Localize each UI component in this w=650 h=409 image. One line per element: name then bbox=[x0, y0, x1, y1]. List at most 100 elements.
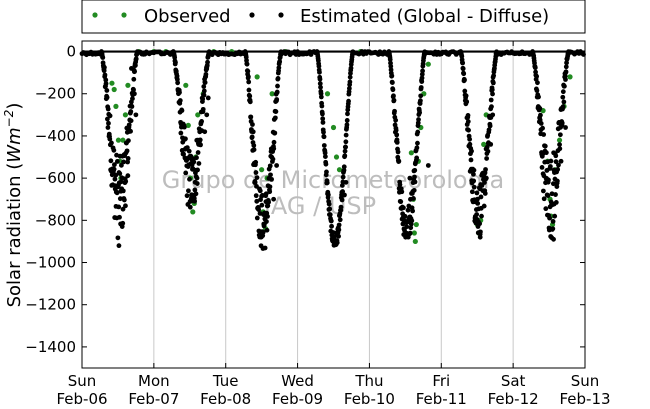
estimated-point bbox=[205, 59, 210, 65]
estimated-point bbox=[412, 167, 418, 173]
estimated-point bbox=[395, 149, 401, 155]
estimated-point bbox=[388, 63, 394, 69]
estimated-point bbox=[346, 86, 352, 91]
estimated-point bbox=[277, 59, 283, 64]
vertical-grid bbox=[153, 41, 514, 368]
x-tick-label-date: Feb-12 bbox=[488, 390, 539, 408]
estimated-point bbox=[541, 132, 547, 137]
estimated-point bbox=[547, 215, 552, 221]
estimated-point bbox=[105, 125, 111, 130]
y-axis-label-suffix: ) bbox=[4, 103, 25, 110]
estimated-point bbox=[344, 118, 350, 123]
estimated-point bbox=[246, 79, 252, 85]
observed-point bbox=[185, 122, 191, 128]
estimated-point bbox=[410, 208, 416, 214]
estimated-point bbox=[390, 87, 396, 93]
estimated-point bbox=[177, 98, 183, 103]
estimated-point bbox=[485, 148, 491, 154]
estimated-point bbox=[407, 175, 413, 181]
plot-frame-bg bbox=[82, 41, 585, 368]
estimated-point bbox=[253, 193, 259, 199]
estimated-point bbox=[259, 202, 265, 208]
estimated-point bbox=[121, 197, 127, 203]
estimated-point bbox=[494, 49, 499, 55]
estimated-point bbox=[128, 128, 133, 134]
estimated-point bbox=[340, 174, 346, 180]
estimated-point bbox=[119, 162, 124, 168]
estimated-point bbox=[321, 134, 327, 140]
estimated-point bbox=[317, 69, 322, 75]
estimated-point bbox=[324, 180, 330, 186]
estimated-point bbox=[350, 49, 356, 55]
estimated-point bbox=[419, 79, 425, 85]
estimated-point bbox=[114, 159, 120, 164]
estimated-point bbox=[401, 205, 406, 211]
observed-point bbox=[333, 154, 340, 160]
estimated-point bbox=[201, 92, 207, 98]
estimated-point bbox=[557, 132, 563, 138]
estimated-point bbox=[273, 109, 279, 114]
estimated-point bbox=[126, 138, 131, 144]
estimated-point bbox=[267, 163, 273, 169]
estimated-point bbox=[186, 188, 191, 194]
estimated-point bbox=[112, 176, 118, 182]
estimated-point bbox=[317, 81, 323, 86]
estimated-point bbox=[563, 64, 569, 70]
estimated-point bbox=[534, 73, 540, 79]
estimated-point bbox=[130, 96, 135, 102]
estimated-point bbox=[387, 57, 393, 62]
estimated-point bbox=[489, 104, 494, 110]
estimated-point bbox=[560, 89, 566, 95]
legend-estimated-marker bbox=[249, 12, 284, 18]
estimated-point bbox=[474, 212, 480, 217]
estimated-point bbox=[100, 55, 106, 60]
x-tick-label-day: Wed bbox=[281, 372, 314, 390]
estimated-point bbox=[540, 125, 545, 131]
estimated-point bbox=[550, 219, 556, 224]
estimated-point bbox=[323, 161, 329, 167]
observed-point bbox=[259, 167, 265, 173]
estimated-point bbox=[200, 106, 206, 112]
estimated-point bbox=[487, 123, 493, 129]
estimated-point bbox=[389, 73, 395, 79]
estimated-point bbox=[478, 194, 484, 200]
estimated-point bbox=[555, 167, 561, 172]
observed-point bbox=[111, 86, 117, 93]
estimated-point bbox=[553, 153, 559, 159]
estimated-point bbox=[407, 230, 413, 236]
estimated-point bbox=[175, 80, 181, 86]
estimated-point bbox=[417, 110, 423, 116]
estimated-point bbox=[192, 187, 198, 193]
y-tick-label: −1400 bbox=[25, 338, 76, 356]
estimated-point bbox=[329, 223, 334, 229]
estimated-point bbox=[257, 188, 263, 194]
estimated-point bbox=[264, 227, 270, 233]
estimated-point bbox=[196, 161, 202, 166]
estimated-point bbox=[245, 68, 251, 74]
estimated-point bbox=[197, 137, 203, 143]
legend-observed-marker bbox=[92, 12, 127, 18]
estimated-point bbox=[488, 97, 494, 103]
estimated-point bbox=[557, 146, 563, 152]
estimated-point bbox=[318, 94, 324, 100]
estimated-point bbox=[114, 190, 120, 196]
estimated-point bbox=[250, 129, 256, 135]
estimated-point bbox=[320, 111, 325, 117]
estimated-point bbox=[195, 150, 201, 155]
estimated-point bbox=[343, 139, 349, 145]
x-tick-label-day: Sat bbox=[501, 372, 526, 390]
estimated-point bbox=[546, 177, 551, 183]
estimated-point bbox=[271, 196, 277, 202]
estimated-point bbox=[464, 99, 470, 105]
estimated-point bbox=[272, 130, 278, 136]
x-tick-label-day: Fri bbox=[432, 372, 450, 390]
estimated-point bbox=[415, 129, 421, 135]
estimated-point bbox=[346, 98, 351, 104]
estimated-point bbox=[489, 87, 495, 93]
estimated-point bbox=[204, 112, 210, 118]
y-axis-label-prefix: Solar radiation ( bbox=[4, 163, 25, 308]
observed-point bbox=[411, 230, 417, 236]
observed-point bbox=[481, 141, 487, 147]
estimated-point bbox=[125, 156, 131, 161]
estimated-point bbox=[547, 164, 553, 169]
